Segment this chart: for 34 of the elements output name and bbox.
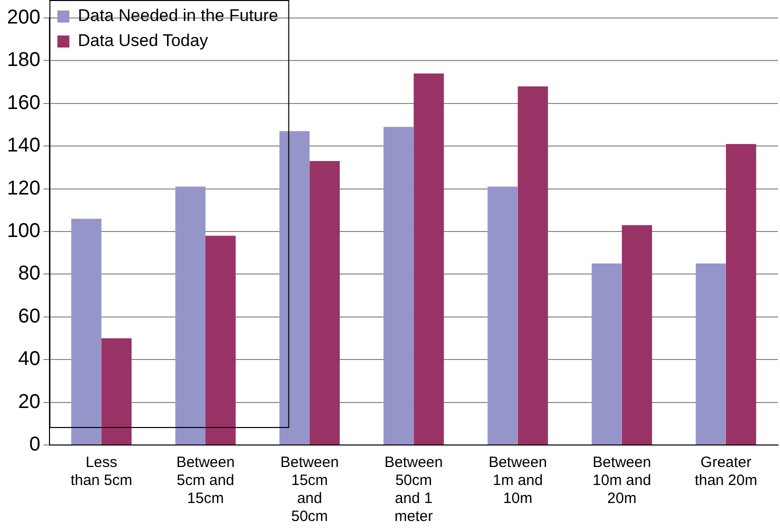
bar [696,264,726,444]
y-tick-label: 180 [6,49,40,72]
y-tick-label: 40 [18,348,40,370]
x-tick-label: Between 5cm and 15cm [176,454,235,508]
bar [518,86,548,444]
bar [384,126,414,444]
x-tick-label: Between 1m and 10m [488,454,547,508]
y-tick-label: 100 [6,220,40,242]
y-tick-label: 120 [6,177,40,200]
x-tick-label: Greater than 20m [694,454,758,490]
bar [726,144,756,444]
x-tick-label: Between 50cm and 1 meter [384,454,443,526]
bar [592,264,622,444]
legend-label: Data Used Today [78,31,208,50]
bar [206,236,236,444]
bar [175,186,206,444]
y-tick-label: 60 [18,305,40,328]
legend-label: Data Needed in the Future [78,6,278,26]
bar [488,186,518,444]
y-tick-label: 0 [29,434,40,456]
y-tick-label: 80 [18,262,40,285]
y-tick-label: 140 [6,134,40,157]
y-tick-label: 200 [6,6,40,29]
y-tick-label: 20 [18,390,40,413]
bar [279,131,310,444]
x-tick-label: Between 10m and 20m [592,454,652,508]
y-tick-label: 160 [6,92,40,114]
bar [622,225,652,444]
bar [310,161,340,444]
bar [101,338,132,444]
bar [414,74,444,444]
x-tick-label: Between 15cm and 50cm [280,454,339,526]
bar [71,218,102,444]
x-tick-label: Less than 5cm [70,454,132,490]
